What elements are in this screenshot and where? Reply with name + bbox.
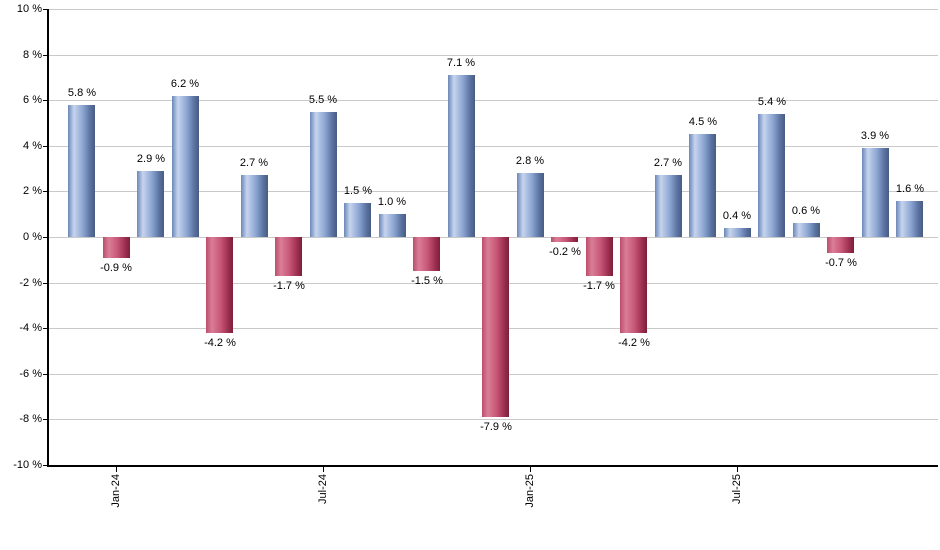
bar-value-label: 5.5 %	[308, 94, 338, 106]
y-axis-tick	[43, 191, 48, 192]
bar-value-label: -1.7 %	[273, 280, 305, 292]
bar-value-label: -0.2 %	[549, 246, 581, 258]
bar-positive	[758, 114, 785, 237]
y-axis-label: -6 %	[19, 368, 42, 380]
bar-value-label: 6.2 %	[170, 78, 200, 90]
bar-positive	[172, 96, 199, 237]
bar-positive	[724, 228, 751, 237]
x-axis-tick	[116, 467, 117, 472]
bar-value-label: 1.5 %	[343, 185, 373, 197]
x-axis-tick	[530, 467, 531, 472]
x-axis-tick-label: Jan-24	[110, 474, 122, 508]
bar-negative	[482, 237, 509, 417]
bar-negative	[103, 237, 130, 258]
bar-positive	[689, 134, 716, 237]
bar-value-label: 7.1 %	[446, 57, 476, 69]
bar-positive	[68, 105, 95, 237]
bar-positive	[137, 171, 164, 237]
x-axis-tick	[737, 467, 738, 472]
y-axis-label: -2 %	[19, 277, 42, 289]
y-axis-label: -10 %	[13, 459, 42, 471]
bar-value-label: 2.8 %	[515, 155, 545, 167]
bar-negative	[827, 237, 854, 253]
bar-negative	[275, 237, 302, 276]
y-axis-label: 6 %	[23, 94, 42, 106]
bar-value-label: 1.6 %	[895, 183, 925, 195]
y-axis-tick	[43, 374, 48, 375]
bar-value-label: 0.4 %	[722, 210, 752, 222]
x-axis-tick	[323, 467, 324, 472]
bar-positive	[241, 175, 268, 237]
y-axis-tick	[43, 55, 48, 56]
y-axis-label: 4 %	[23, 140, 42, 152]
bar-value-label: -7.9 %	[480, 421, 512, 433]
bar-negative	[586, 237, 613, 276]
y-axis-label: 2 %	[23, 185, 42, 197]
bar-value-label: 1.0 %	[377, 196, 407, 208]
gridline	[48, 55, 938, 56]
bar-value-label: 3.9 %	[860, 130, 890, 142]
bar-positive	[896, 201, 923, 237]
bar-positive	[517, 173, 544, 237]
bar-negative	[620, 237, 647, 333]
x-axis-line	[47, 465, 938, 467]
gridline	[48, 100, 938, 101]
y-axis-tick	[43, 283, 48, 284]
y-axis-label: -4 %	[19, 322, 42, 334]
y-axis-tick	[43, 9, 48, 10]
bar-negative	[413, 237, 440, 271]
bar-positive	[310, 112, 337, 237]
y-axis-line	[47, 9, 49, 467]
bar-positive	[379, 214, 406, 237]
y-axis-label: 10 %	[16, 3, 42, 15]
bar-positive	[862, 148, 889, 237]
bar-value-label: 5.4 %	[757, 96, 787, 108]
x-axis-tick-label: Jul-25	[731, 474, 743, 504]
gridline	[48, 146, 938, 147]
y-axis-label: -8 %	[19, 413, 42, 425]
bar-value-label: 2.7 %	[653, 157, 683, 169]
bar-value-label: 2.9 %	[136, 153, 166, 165]
bar-value-label: 2.7 %	[239, 157, 269, 169]
bar-value-label: 4.5 %	[688, 116, 718, 128]
bar-negative	[551, 237, 578, 242]
bar-value-label: -0.7 %	[825, 257, 857, 269]
bar-negative	[206, 237, 233, 333]
bar-positive	[655, 175, 682, 237]
gridline	[48, 9, 938, 10]
bar-value-label: -4.2 %	[204, 337, 236, 349]
bar-value-label: 0.6 %	[791, 205, 821, 217]
bar-value-label: -4.2 %	[618, 337, 650, 349]
y-axis-label: 8 %	[23, 49, 42, 61]
bar-positive	[793, 223, 820, 237]
y-axis-label: 0 %	[23, 231, 42, 243]
y-axis-tick	[43, 100, 48, 101]
y-axis-tick	[43, 465, 48, 466]
bar-value-label: -1.7 %	[583, 280, 615, 292]
x-axis-tick-label: Jan-25	[524, 474, 536, 508]
y-axis-tick	[43, 419, 48, 420]
y-axis-tick	[43, 328, 48, 329]
gridline	[48, 191, 938, 192]
bar-positive	[344, 203, 371, 237]
bar-value-label: 5.8 %	[67, 87, 97, 99]
y-axis-tick	[43, 146, 48, 147]
x-axis-tick-label: Jul-24	[317, 474, 329, 504]
y-axis-tick	[43, 237, 48, 238]
bar-positive	[448, 75, 475, 237]
bar-value-label: -0.9 %	[100, 262, 132, 274]
gridline	[48, 419, 938, 420]
bar-value-label: -1.5 %	[411, 275, 443, 287]
